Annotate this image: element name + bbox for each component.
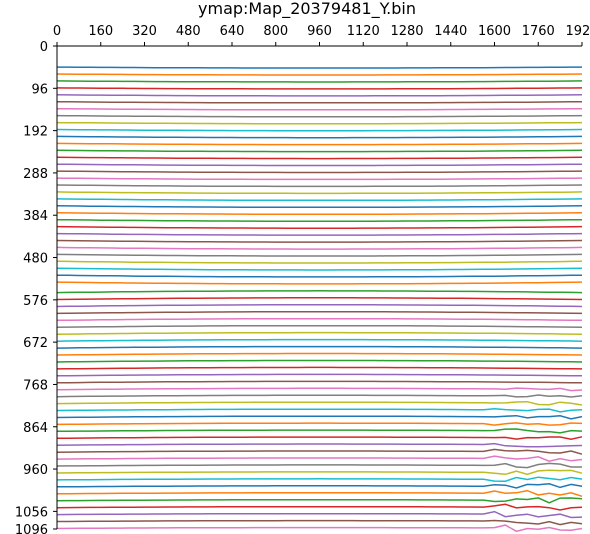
series-line: [56, 489, 583, 498]
axes: 0 160 320 480 640 800 960 1120 1280 1440 1600 1760 1…: [15, 24, 590, 534]
series-line: [56, 476, 583, 482]
series-line: [56, 497, 583, 504]
y-tick-label: 384: [23, 209, 48, 224]
x-tick-label: 480: [176, 24, 201, 39]
series-line: [56, 87, 583, 90]
series-line: [56, 211, 583, 216]
series-line: [56, 338, 583, 342]
x-tick-label: 960: [307, 24, 332, 39]
series-line: [56, 297, 583, 301]
series-line: [56, 198, 583, 202]
x-tick-label: 320: [132, 24, 157, 39]
series-line: [56, 156, 583, 160]
plot-lines: [56, 66, 583, 533]
series-line: [56, 170, 583, 174]
y-tick-label: 96: [31, 82, 48, 97]
x-tick-label: 1440: [434, 24, 467, 39]
x-tick-label: 0: [53, 24, 61, 39]
x-tick-label: 1600: [478, 24, 511, 39]
series-line: [56, 253, 583, 257]
series-line: [56, 317, 583, 322]
series-line: [56, 218, 583, 222]
y-tick-label: 0: [40, 40, 48, 55]
series-line: [56, 387, 583, 392]
series-line: [57, 483, 583, 489]
series-line: [56, 503, 583, 511]
series-line: [56, 310, 583, 315]
series-line: [56, 366, 583, 370]
series-line: [56, 352, 583, 356]
series-line: [56, 184, 583, 188]
x-tick-label: 800: [263, 24, 288, 39]
series-line: [56, 304, 583, 308]
series-line: [56, 400, 583, 406]
chart-title: ymap:Map_20379481_Y.bin: [198, 0, 416, 19]
series-line: [56, 380, 583, 384]
series-line: [56, 205, 583, 209]
y-tick-label: 1096: [15, 523, 48, 534]
series-line: [56, 428, 583, 434]
series-line: [56, 114, 583, 118]
series-line: [56, 510, 583, 519]
series-line: [56, 135, 583, 139]
series-line: [56, 94, 583, 97]
series-line: [56, 359, 583, 363]
series-line: [56, 422, 583, 426]
x-tick-label: 1760: [522, 24, 555, 39]
series-line: [56, 394, 583, 398]
series-line: [56, 260, 583, 264]
series-line: [56, 163, 583, 167]
y-tick-label: 192: [23, 125, 48, 140]
series-line: [56, 524, 583, 533]
series-line: [56, 414, 583, 420]
series-line: [56, 462, 582, 469]
y-tick-label: 768: [23, 378, 48, 393]
series-line: [56, 324, 583, 329]
series-line: [56, 100, 583, 104]
series-line: [56, 290, 583, 294]
series-line: [56, 121, 583, 125]
x-tick-label: 160: [88, 24, 113, 39]
series-line: [56, 331, 583, 335]
y-tick-label: 960: [23, 463, 48, 478]
series-line: [56, 408, 583, 413]
series-line: [56, 177, 583, 181]
series-line: [56, 448, 583, 455]
series-line: [56, 232, 583, 236]
series-line: [56, 345, 583, 349]
series-line: [56, 469, 583, 476]
y-tick-label: 864: [23, 421, 48, 436]
x-tick-label: 1280: [390, 24, 423, 39]
series-line: [56, 107, 583, 111]
x-tick-label: 1120: [347, 24, 380, 39]
series-line: [56, 373, 583, 377]
y-tick-label: 1056: [15, 505, 48, 520]
series-line: [56, 128, 583, 132]
series-line: [56, 436, 583, 440]
series-line: [56, 225, 583, 229]
y-tick-label: 480: [23, 252, 48, 267]
series-line: [56, 191, 583, 195]
x-tick-label: 640: [220, 24, 245, 39]
series-line: [56, 442, 583, 448]
series-line: [57, 519, 583, 526]
series-line: [56, 142, 583, 146]
series-line: [57, 66, 582, 69]
y-tick-label: 288: [23, 167, 48, 182]
series-line: [56, 80, 583, 83]
series-line: [56, 246, 583, 250]
series-line: [56, 149, 583, 153]
series-line: [56, 239, 583, 243]
series-line: [56, 455, 583, 462]
series-line: [56, 73, 583, 76]
series-line: [56, 281, 583, 285]
series-line: [56, 274, 583, 278]
y-tick-label: 576: [23, 294, 48, 309]
y-tick-label: 672: [23, 336, 48, 351]
series-line: [56, 267, 583, 271]
